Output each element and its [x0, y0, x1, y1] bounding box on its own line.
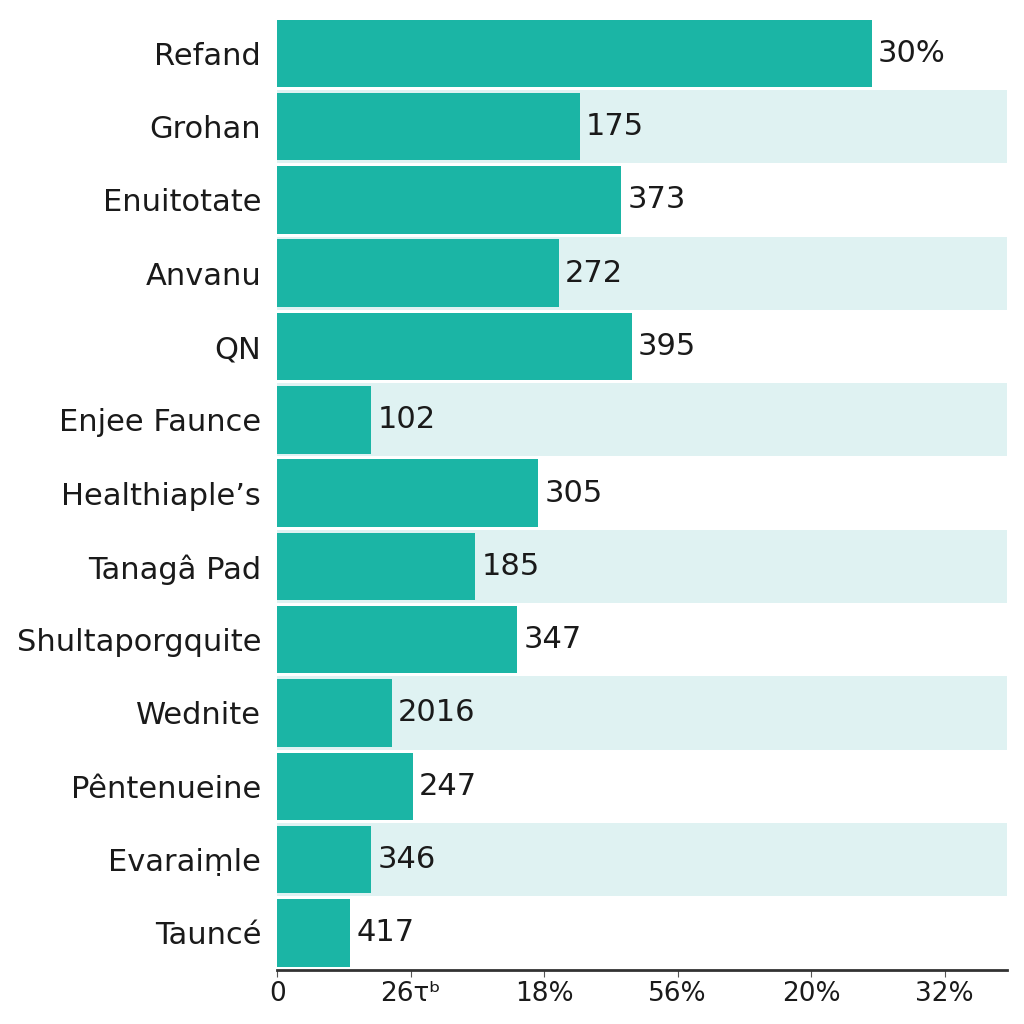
- Bar: [278, 460, 538, 526]
- Bar: [278, 750, 1008, 823]
- Bar: [278, 163, 1008, 237]
- Bar: [278, 896, 1008, 970]
- Bar: [278, 899, 350, 967]
- Text: 417: 417: [356, 919, 415, 947]
- Bar: [278, 166, 622, 233]
- Text: 305: 305: [544, 478, 602, 508]
- Bar: [278, 93, 580, 161]
- Text: 247: 247: [419, 772, 477, 801]
- Bar: [278, 529, 1008, 603]
- Bar: [278, 606, 517, 674]
- Text: 2016: 2016: [398, 698, 475, 727]
- Text: 272: 272: [565, 259, 624, 288]
- Text: 30%: 30%: [878, 39, 946, 68]
- Bar: [278, 823, 1008, 896]
- Bar: [278, 753, 413, 820]
- Bar: [278, 679, 392, 746]
- Text: 346: 346: [377, 845, 435, 874]
- Bar: [278, 383, 1008, 457]
- Bar: [278, 603, 1008, 676]
- Bar: [278, 16, 1008, 90]
- Text: 373: 373: [628, 185, 686, 214]
- Bar: [278, 532, 475, 600]
- Text: 185: 185: [481, 552, 540, 581]
- Text: 102: 102: [377, 406, 435, 434]
- Text: 395: 395: [638, 332, 696, 361]
- Bar: [278, 826, 371, 893]
- Bar: [278, 310, 1008, 383]
- Bar: [278, 386, 371, 454]
- Bar: [278, 19, 871, 87]
- Text: 175: 175: [586, 112, 644, 141]
- Bar: [278, 240, 559, 307]
- Bar: [278, 457, 1008, 529]
- Bar: [278, 90, 1008, 163]
- Bar: [278, 676, 1008, 750]
- Bar: [278, 312, 632, 380]
- Bar: [278, 237, 1008, 310]
- Text: 347: 347: [523, 626, 582, 654]
